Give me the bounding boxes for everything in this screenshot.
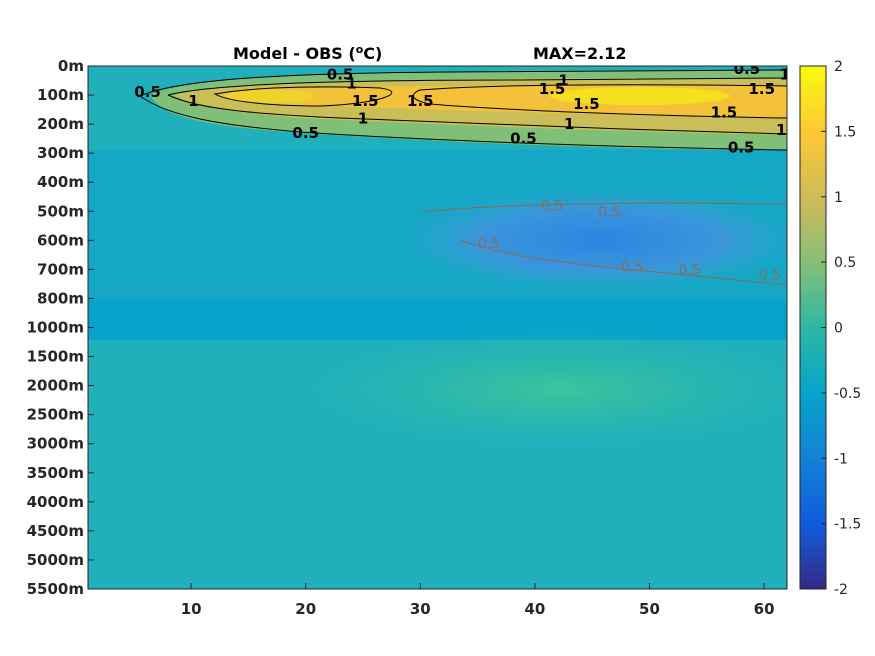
colorbar-tick-label: -1 [834,451,848,467]
contour-label: 1 [358,109,368,127]
contour-label: 1 [188,92,198,110]
chart-max-label: MAX=2.12 [533,44,627,63]
colorbar-tick-label: -0.5 [834,386,861,402]
contour-label: 1 [558,72,568,90]
y-tick-label: 400m [37,173,84,191]
y-tick-label: 3000m [27,435,84,453]
contour-label-negative: 0.5 [759,268,781,284]
contour-1.5-right [412,84,787,119]
cool-anomaly-region [400,190,787,290]
colorbar-tick-label: -1.5 [834,517,861,533]
contour-label: 1 [776,121,786,139]
y-tick-label: 100m [37,86,84,104]
contour-label: 0.5 [134,83,161,101]
colorbar-tick-label: 1 [834,190,843,206]
colorbar-tick-label: 0.5 [834,255,856,271]
y-tick-label: 4000m [27,493,84,511]
y-tick-label: 200m [37,115,84,133]
contour-label-negative: 0.5 [478,236,500,252]
y-tick-label: 1000m [27,319,84,337]
y-tick-label: 5000m [27,551,84,569]
contour-label: 1 [564,115,574,133]
contour-label-negative: 0.5 [621,259,643,275]
contour-label: 0.5 [327,66,354,84]
chart-title: Model - OBS (oC) [233,43,382,63]
x-tick-label: 60 [754,600,775,618]
contour-1-bottom [167,94,787,135]
contour-label-negative: 0.5 [598,204,620,220]
contour-label: 1 [779,66,789,84]
contour-neg-0.5-bottom [459,239,787,286]
contour-label: 1.5 [749,80,776,98]
y-tick-label: 2000m [27,377,84,395]
warm-anomaly-peak-2 [225,89,315,103]
contour-labels-positive: 0.5 10.511.510.51.50.51.511.510.5 11.51.51… [134,60,789,156]
contour-labels-negative: 0.5 0.5 0.5 0.5 0.5 0.5 [478,198,781,284]
contour-label: 1.5 [352,92,379,110]
y-tick-label: 5500m [27,580,84,598]
x-tick-label: 10 [181,600,202,618]
contour-label: 0.5 [728,138,755,156]
contour-label: 1 [346,74,356,92]
contour-label-negative: 0.5 [541,198,563,214]
y-tick-label: 0m [58,57,84,75]
y-tick-label: 600m [37,231,84,249]
y-tick-label: 700m [37,260,84,278]
colorbar-tick-label: 1.5 [834,124,856,140]
contour-label: 0.5 [734,60,761,78]
x-tick-label: 50 [639,600,660,618]
contour-label: 1.5 [573,95,600,113]
colorbar-tick-label: -2 [834,582,848,598]
colorbar-tick-label: 2 [834,59,843,75]
contour-label: 1.5 [407,92,434,110]
plot-area: 0.5 10.511.510.51.50.51.511.510.5 11.51.51… [88,60,789,589]
y-tick-label: 4500m [27,522,84,540]
contour-1-top [167,77,787,96]
contour-label: 1.5 [539,80,566,98]
contour-0.5-bottom [139,95,787,151]
deep-warm-patch [300,330,787,450]
x-tick-label: 30 [410,600,431,618]
colorbar-tick-label: 0 [834,321,843,337]
y-tick-label: 1500m [27,348,84,366]
contour-label: 0.5 [510,130,537,148]
x-tick-label: 40 [524,600,545,618]
y-tick-label: 2500m [27,406,84,424]
y-tick-label: 500m [37,202,84,220]
thermocline-band [88,300,787,340]
x-axis: 10 20 30 40 50 60 [181,583,775,618]
contour-label: 0.5 [292,124,319,142]
contour-label-negative: 0.5 [678,262,700,278]
y-axis: 0m 100m 200m 300m 400m 500m 600m 700m 800m 1000m 1… [27,57,94,598]
warm-anomaly-peak [550,87,730,105]
x-tick-label: 20 [295,600,316,618]
y-tick-label: 800m [37,289,84,307]
contour-label: 1.5 [711,103,738,121]
y-tick-label: 300m [37,144,84,162]
contour-1.5-left [213,86,393,107]
y-tick-label: 3500m [27,464,84,482]
contour-neg-0.5-top [419,202,787,213]
colorbar-ticks: 2 1.5 1 0.5 0 -0.5 -1 -1.5 -2 [821,59,861,598]
contour-0.5-top [139,69,787,97]
